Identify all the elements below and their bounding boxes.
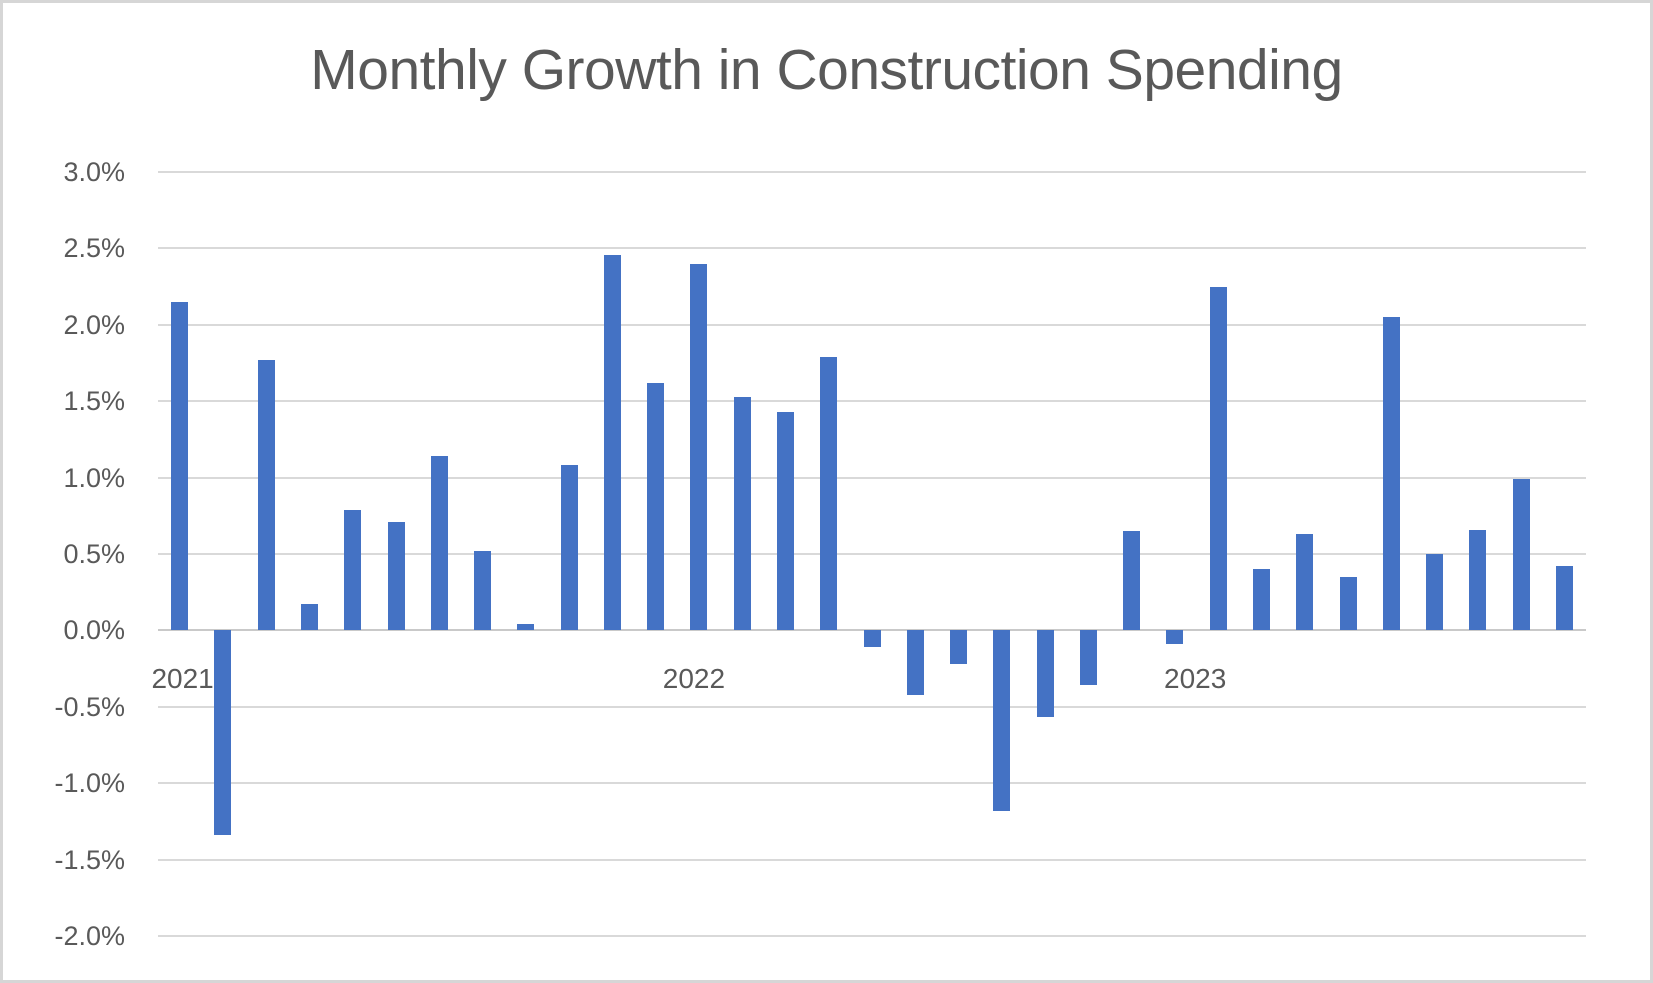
- x-axis-year-label: 2021: [151, 663, 214, 695]
- bar-jul-2021: [430, 456, 448, 631]
- gridline: [158, 553, 1586, 555]
- bar-mar-2023: [1296, 534, 1314, 631]
- y-axis-tick-label: 2.5%: [63, 233, 125, 264]
- gridline: [158, 858, 1586, 861]
- bar-sep-2023: [1555, 566, 1573, 631]
- gridline: [158, 400, 1586, 403]
- x-axis-year-label: 2022: [662, 663, 726, 695]
- gridline: [158, 782, 1586, 785]
- x-axis-year-label: 2023: [1164, 663, 1227, 695]
- bar-apr-2021: [301, 604, 318, 631]
- bar-oct-2021: [560, 465, 578, 631]
- bar-aug-2022: [993, 630, 1011, 811]
- y-axis-tick-label: 2.0%: [63, 309, 125, 340]
- bar-feb-2022: [733, 396, 751, 631]
- bar-oct-2022: [1079, 630, 1097, 686]
- bar-jun-2023: [1426, 554, 1443, 631]
- gridline: [158, 247, 1586, 250]
- y-axis-tick-label: 0.5%: [63, 539, 125, 569]
- gridline: [158, 935, 1586, 937]
- bar-mar-2021: [257, 359, 275, 631]
- bar-jan-2021: [171, 301, 189, 631]
- bar-may-2022: [863, 630, 881, 648]
- bar-mar-2022: [777, 411, 794, 631]
- bar-jun-2021: [387, 521, 405, 631]
- y-axis-tick-label: 3.0%: [63, 157, 125, 187]
- bar-apr-2022: [820, 356, 838, 631]
- bar-aug-2023: [1512, 479, 1530, 631]
- bar-may-2021: [344, 509, 362, 631]
- bar-feb-2023: [1253, 569, 1270, 631]
- bar-aug-2021: [474, 550, 491, 631]
- chart-title: Monthly Growth in Construction Spending: [310, 38, 1343, 102]
- bar-nov-2021: [603, 254, 621, 631]
- bar-feb-2021: [214, 630, 232, 836]
- bar-jul-2022: [950, 630, 967, 664]
- y-axis-tick-label: 1.5%: [63, 386, 125, 417]
- y-axis-tick-label: -0.5%: [54, 691, 125, 722]
- y-axis-tick-label: -1.0%: [54, 768, 125, 799]
- bar-sep-2022: [1036, 630, 1054, 718]
- gridline: [158, 476, 1586, 479]
- bar-jun-2022: [906, 630, 924, 695]
- y-axis-tick-label: -2.0%: [54, 921, 125, 951]
- plot-area: 2021 2022 2023: [151, 171, 1586, 937]
- bar-dec-2021: [647, 382, 665, 631]
- gridline: [158, 323, 1586, 326]
- bar-may-2023: [1382, 317, 1400, 631]
- bar-dec-2022: [1166, 630, 1184, 645]
- y-axis-tick-label: 1.0%: [63, 462, 125, 493]
- bar-jul-2023: [1469, 529, 1487, 631]
- bar-apr-2023: [1339, 576, 1357, 631]
- bar-nov-2022: [1123, 531, 1141, 631]
- bar-jan-2023: [1209, 286, 1227, 631]
- bar-sep-2021: [517, 624, 535, 631]
- gridline: [158, 705, 1586, 708]
- y-axis-tick-label: 0.0%: [63, 615, 125, 646]
- bar-jan-2022: [690, 263, 708, 631]
- gridline: [158, 171, 1586, 173]
- y-axis-tick-label: -1.5%: [54, 844, 125, 875]
